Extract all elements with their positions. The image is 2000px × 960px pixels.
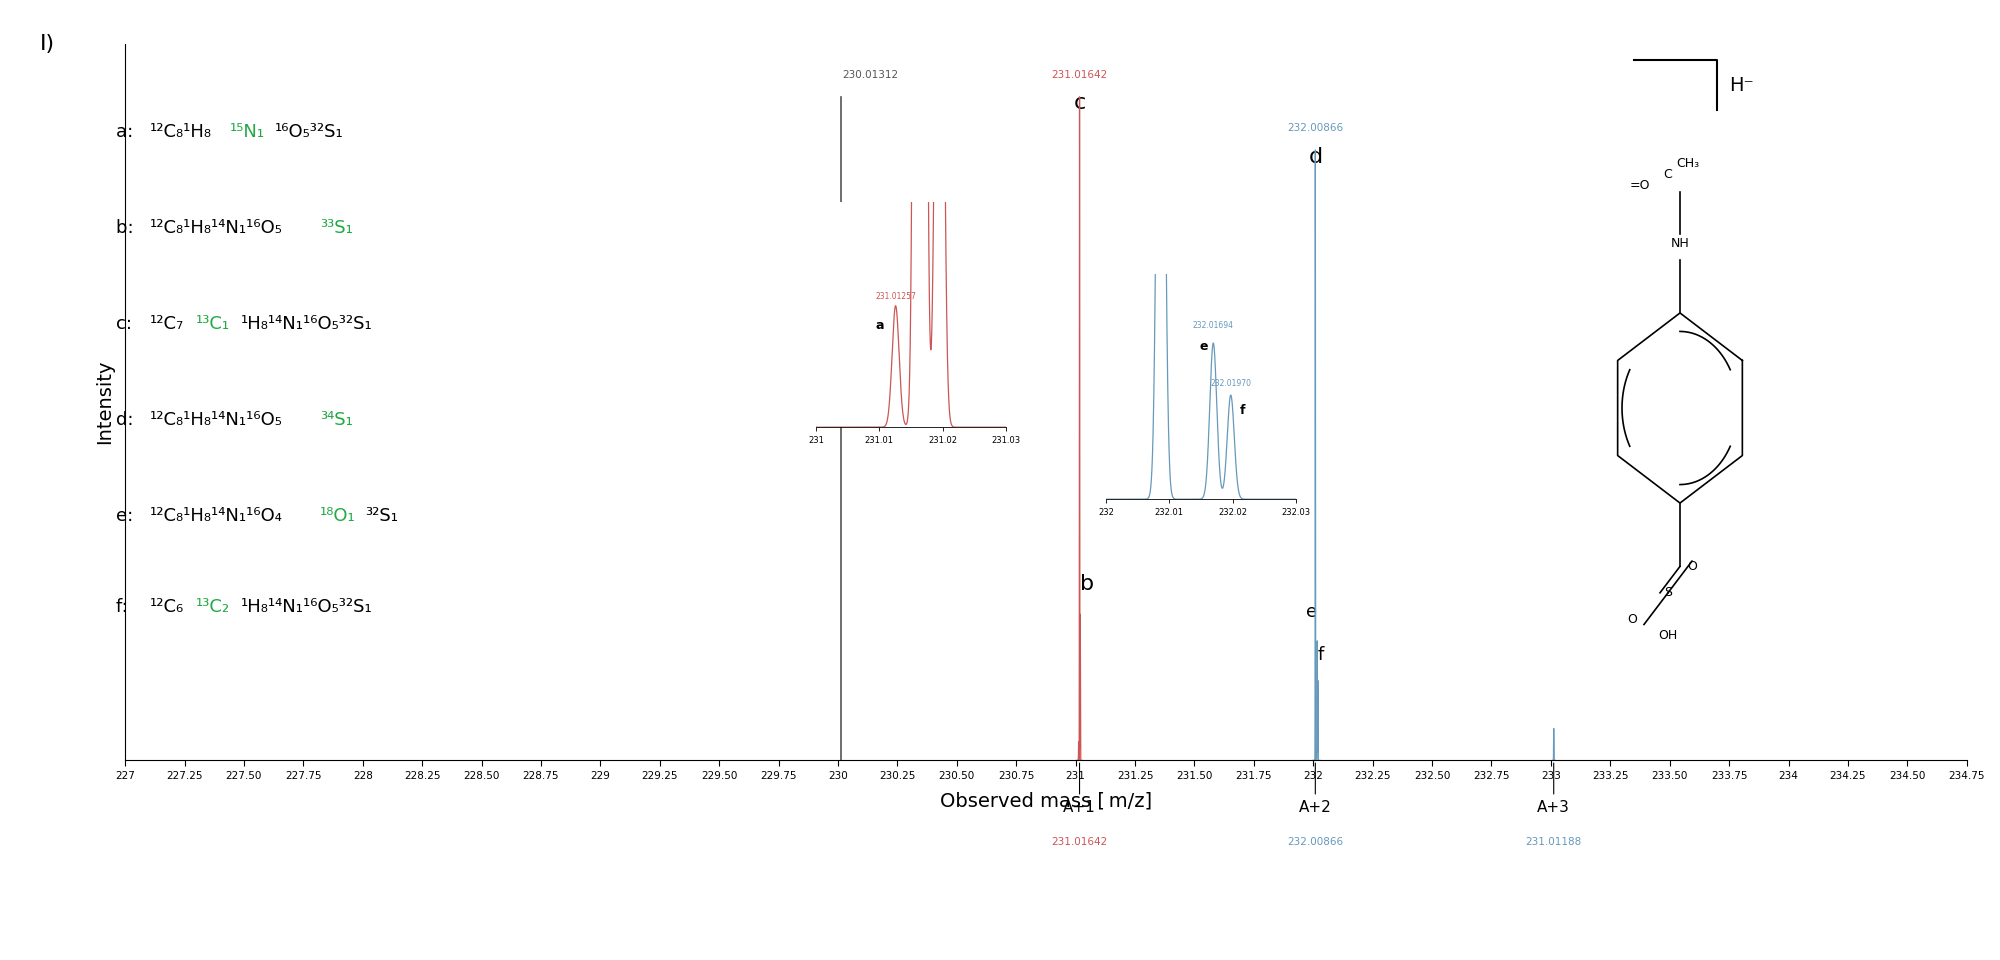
Text: O: O bbox=[1688, 560, 1696, 573]
Text: C: C bbox=[1664, 168, 1672, 180]
Text: ¹²C₈¹H₈: ¹²C₈¹H₈ bbox=[150, 124, 212, 141]
Text: ³²S₁: ³²S₁ bbox=[366, 508, 398, 525]
Text: ¹⁵N₁: ¹⁵N₁ bbox=[230, 124, 264, 141]
Text: 231.01642: 231.01642 bbox=[1052, 70, 1108, 81]
Text: a: a bbox=[876, 319, 884, 332]
Text: d: d bbox=[1308, 147, 1322, 166]
Text: ¹⁸O₁: ¹⁸O₁ bbox=[320, 508, 356, 525]
Text: ¹²C₆: ¹²C₆ bbox=[150, 598, 184, 615]
Text: ¹²C₇: ¹²C₇ bbox=[150, 316, 184, 333]
Y-axis label: Intensity: Intensity bbox=[96, 360, 114, 444]
Text: A+2: A+2 bbox=[1298, 800, 1332, 815]
Text: e: e bbox=[1306, 603, 1318, 621]
Text: ¹⁶O₅³²S₁: ¹⁶O₅³²S₁ bbox=[274, 124, 344, 141]
Text: e: e bbox=[1200, 341, 1208, 353]
Text: a:: a: bbox=[116, 124, 140, 141]
Text: b:: b: bbox=[116, 220, 140, 237]
Text: f:: f: bbox=[116, 598, 134, 615]
Text: ¹²C₈¹H₈¹⁴N₁¹⁶O₅: ¹²C₈¹H₈¹⁴N₁¹⁶O₅ bbox=[150, 220, 282, 237]
Text: 231.01257: 231.01257 bbox=[876, 293, 916, 301]
Text: ¹³C₁: ¹³C₁ bbox=[196, 316, 230, 333]
Text: 232.01970: 232.01970 bbox=[1210, 379, 1252, 388]
Text: ¹H₈¹⁴N₁¹⁶O₅³²S₁: ¹H₈¹⁴N₁¹⁶O₅³²S₁ bbox=[240, 316, 372, 333]
Text: ³⁴S₁: ³⁴S₁ bbox=[320, 412, 354, 429]
Text: f: f bbox=[1240, 404, 1244, 417]
Text: =O: =O bbox=[1630, 179, 1650, 192]
Text: S: S bbox=[1664, 587, 1672, 599]
Text: 230.01312: 230.01312 bbox=[842, 70, 898, 81]
Text: NH: NH bbox=[1670, 236, 1690, 250]
X-axis label: Observed mass [ m/z]: Observed mass [ m/z] bbox=[940, 792, 1152, 811]
Text: 232.00866: 232.00866 bbox=[1288, 124, 1344, 133]
Text: f: f bbox=[1318, 646, 1324, 664]
Text: ³³S₁: ³³S₁ bbox=[320, 220, 354, 237]
Text: c: c bbox=[1074, 93, 1086, 113]
Text: 231.01642: 231.01642 bbox=[1052, 836, 1108, 847]
Text: c:: c: bbox=[116, 316, 138, 333]
Text: I): I) bbox=[40, 34, 56, 54]
Text: A+3: A+3 bbox=[1538, 800, 1570, 815]
Text: d:: d: bbox=[116, 412, 140, 429]
Text: 232.01694: 232.01694 bbox=[1192, 321, 1234, 330]
Text: OH: OH bbox=[1658, 629, 1678, 641]
Text: b: b bbox=[1080, 574, 1094, 594]
Text: 231.01188: 231.01188 bbox=[1526, 836, 1582, 847]
Text: O: O bbox=[1628, 612, 1636, 626]
Text: ¹²C₈¹H₈¹⁴N₁¹⁶O₄: ¹²C₈¹H₈¹⁴N₁¹⁶O₄ bbox=[150, 508, 282, 525]
Text: e:: e: bbox=[116, 508, 140, 525]
Text: ¹²C₈¹H₈¹⁴N₁¹⁶O₅: ¹²C₈¹H₈¹⁴N₁¹⁶O₅ bbox=[150, 412, 282, 429]
Text: A+1: A+1 bbox=[1064, 800, 1096, 815]
Text: ¹H₈¹⁴N₁¹⁶O₅³²S₁: ¹H₈¹⁴N₁¹⁶O₅³²S₁ bbox=[240, 598, 372, 615]
Text: CH₃: CH₃ bbox=[1676, 157, 1700, 170]
Text: H⁻: H⁻ bbox=[1730, 76, 1754, 95]
Text: ¹³C₂: ¹³C₂ bbox=[196, 598, 230, 615]
Text: 232.00866: 232.00866 bbox=[1288, 836, 1344, 847]
